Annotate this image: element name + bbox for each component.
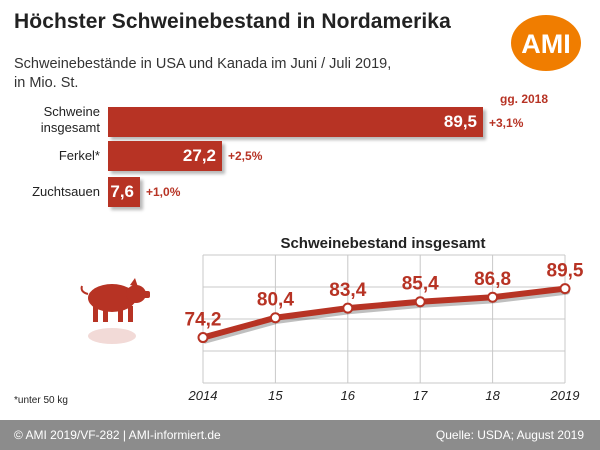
- bar-label-ferkel: Ferkel*: [58, 148, 100, 163]
- ami-logo: AMI: [511, 15, 581, 71]
- page-title: Höchster Schweinebestand in Nordamerika: [14, 10, 451, 33]
- subtitle-line-1: Schweinebestände in USA und Kanada im Ju…: [14, 56, 392, 72]
- bar-value-zuchtsauen: 7,6: [110, 182, 134, 201]
- bar-value-schweine: 89,5: [443, 112, 477, 131]
- bar-zuchtsauen: 7,6: [108, 177, 140, 207]
- data-label-2019: 89,5: [547, 261, 584, 282]
- data-label-2018: 86,8: [474, 269, 511, 290]
- data-point-2015: [269, 312, 281, 324]
- line-chart: Schweinebestand insgesamt 74,2 80,4 83,4 85…: [80, 235, 584, 403]
- bar-label-zuchtsauen: Zuchtsauen: [32, 184, 100, 199]
- data-point-2018: [487, 291, 499, 303]
- bar-label-schweine: Schweine insgesamt: [40, 104, 100, 135]
- data-point-2016: [342, 302, 354, 314]
- line-chart-title: Schweinebestand insgesamt: [280, 235, 485, 252]
- footnote: *unter 50 kg: [14, 395, 68, 406]
- comparison-label: gg. 2018: [500, 92, 549, 106]
- line-series: [200, 285, 570, 344]
- pig-icon: [80, 278, 150, 322]
- series-line-shadow: [202, 288, 570, 344]
- data-label-2016: 83,4: [329, 280, 366, 301]
- x-tick-label-2015: 15: [268, 388, 283, 403]
- data-point-2017: [414, 296, 426, 308]
- bar-change-zuchtsauen: +1,0%: [146, 185, 181, 199]
- bar-change-schweine: +3,1%: [489, 116, 524, 130]
- x-tick-label-2019: 2019: [550, 388, 580, 403]
- bar-schweine-insgesamt: 89,5: [108, 107, 483, 137]
- data-label-2014: 74,2: [185, 310, 222, 331]
- line-chart-grid: [202, 254, 566, 384]
- bar-chart: Schweine insgesamt 89,5 +3,1% Ferkel* 27…: [0, 95, 600, 215]
- data-point-2019: [559, 283, 571, 295]
- data-label-2015: 80,4: [257, 290, 294, 311]
- x-tick-label-2014: 2014: [188, 388, 218, 403]
- bar-value-ferkel: 27,2: [182, 146, 216, 165]
- footer-copyright: © AMI 2019/VF-282 | AMI-informiert.de: [14, 428, 221, 442]
- bar-change-ferkel: +2,5%: [228, 149, 263, 163]
- footer-source: Quelle: USDA; August 2019: [435, 428, 584, 442]
- x-tick-label-2016: 16: [341, 388, 356, 403]
- page-subtitle: Schweinebestände in USA und Kanada im Ju…: [14, 55, 444, 93]
- ami-logo-text: AMI: [521, 29, 571, 59]
- data-label-2017: 85,4: [402, 274, 439, 295]
- ami-logo-shape: [511, 15, 581, 71]
- series-line: [200, 285, 568, 341]
- line-points: [197, 283, 571, 344]
- x-tick-label-2017: 17: [413, 388, 428, 403]
- pig-reflection: [88, 328, 136, 344]
- subtitle-line-2: in Mio. St.: [14, 75, 79, 91]
- footer-bar: © AMI 2019/VF-282 | AMI-informiert.de Qu…: [0, 420, 600, 450]
- bar-ferkel: 27,2: [108, 141, 222, 171]
- x-tick-label-2018: 18: [485, 388, 500, 403]
- line-value-labels: 74,2 80,4 83,4 85,4 86,8 89,5: [185, 261, 584, 331]
- data-point-2014: [197, 332, 209, 344]
- line-x-ticks: 2014 15 16 17 18 2019: [188, 388, 580, 403]
